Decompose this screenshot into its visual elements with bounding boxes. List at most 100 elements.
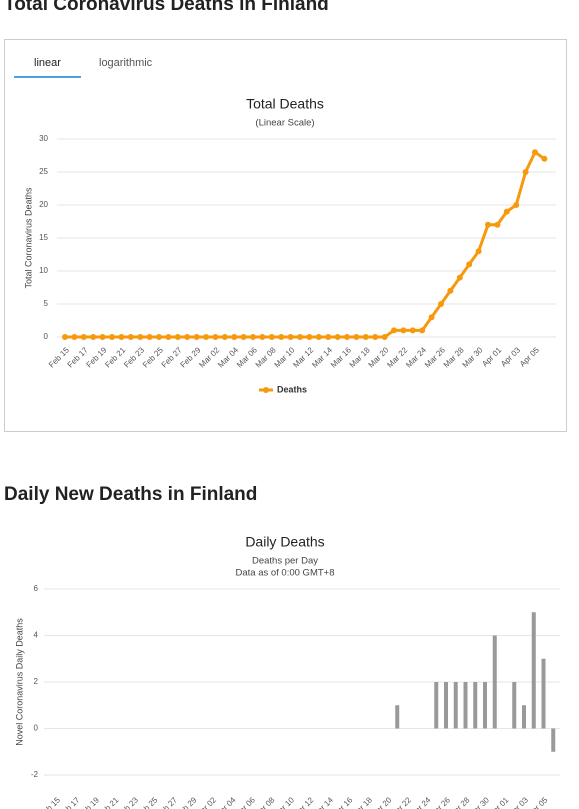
point: [80, 334, 87, 340]
section-heading: Daily New Deaths in Finland: [4, 484, 258, 505]
point: [419, 327, 426, 334]
legend-swatch: [263, 387, 269, 393]
tab-linear[interactable]: linear: [14, 57, 81, 78]
bar: [483, 682, 487, 729]
point: [353, 334, 360, 340]
point: [203, 334, 209, 340]
point: [475, 248, 482, 255]
bar: [473, 682, 478, 729]
x-tick-label: Apr 03: [507, 795, 530, 809]
bar: [541, 658, 546, 729]
point: [494, 221, 501, 228]
bar: [522, 705, 526, 729]
point: [522, 169, 529, 175]
point: [259, 334, 266, 340]
point: [165, 334, 172, 340]
x-tick-label: Apr 01: [487, 795, 510, 809]
point: [456, 274, 463, 281]
point: [212, 334, 219, 340]
point: [362, 334, 369, 340]
chart-subtitle: Deaths per Day: [252, 556, 318, 567]
point: [146, 334, 153, 340]
point: [62, 334, 68, 340]
point: [485, 221, 491, 228]
point: [391, 327, 397, 334]
point: [503, 208, 510, 215]
chart-panel: linear logarithmic: [4, 39, 567, 432]
point: [240, 334, 247, 340]
y-tick-label: 4: [34, 631, 39, 640]
bar: [434, 682, 439, 729]
line: [65, 149, 546, 339]
point: [156, 334, 162, 340]
point: [532, 149, 538, 156]
legend-label: Deaths: [277, 384, 307, 394]
bar: [453, 682, 458, 729]
point: [541, 155, 548, 162]
point: [409, 327, 416, 334]
y-tick-label: 30: [39, 134, 48, 143]
point: [231, 334, 238, 340]
bar: [463, 682, 468, 729]
y-tick-label: 5: [44, 299, 49, 308]
y-tick-label: 2: [34, 677, 39, 686]
page-title: Total Coronavirus Deaths in Finland: [4, 0, 329, 15]
point: [334, 334, 341, 340]
point: [372, 334, 379, 340]
point: [381, 334, 388, 340]
x-tick-label: Apr 03: [499, 345, 522, 368]
point: [344, 334, 350, 340]
point: [513, 202, 520, 208]
x-tick-label: Mar 30: [461, 345, 485, 369]
bar: [531, 612, 536, 729]
chart-note: Data as of 0:00 GMT+8: [235, 568, 334, 579]
point: [287, 334, 294, 340]
point: [428, 314, 435, 321]
bar: [512, 682, 517, 729]
point: [325, 334, 332, 340]
point: [466, 261, 473, 268]
y-tick-label: -2: [31, 770, 39, 779]
point: [109, 334, 115, 340]
bar: [395, 705, 400, 729]
y-tick-label: 20: [39, 200, 48, 209]
tab-logarithmic[interactable]: logarithmic: [99, 57, 153, 69]
bar: [492, 635, 497, 729]
point: [315, 334, 322, 340]
point: [268, 334, 275, 340]
point: [118, 334, 125, 340]
bar: [551, 728, 556, 752]
point: [250, 334, 256, 340]
x-tick-label: Apr 01: [480, 345, 503, 368]
x-tick-label: Apr 05: [526, 795, 549, 809]
bar: [444, 682, 448, 729]
point: [127, 334, 134, 340]
chart-title: Daily Deaths: [245, 534, 324, 550]
point: [221, 334, 228, 340]
point: [71, 334, 78, 340]
chart-subtitle: (Linear Scale): [255, 118, 314, 129]
point: [174, 334, 181, 340]
y-tick-label: 0: [44, 332, 49, 341]
y-tick-label: 15: [39, 233, 48, 242]
point: [184, 334, 191, 340]
point: [193, 334, 200, 340]
point: [99, 334, 106, 340]
y-tick-label: 0: [34, 724, 39, 733]
point: [137, 334, 144, 340]
y-tick-label: 10: [39, 266, 48, 275]
chart-title: Total Deaths: [246, 96, 324, 112]
y-tick-label: 6: [34, 584, 39, 593]
x-tick-label: Feb 15: [38, 795, 62, 809]
point: [447, 287, 454, 294]
point: [400, 327, 407, 334]
point: [278, 334, 285, 340]
point: [306, 334, 313, 340]
x-tick-label: Apr 05: [518, 345, 541, 368]
y-axis-title: Novel Coronavirus Daily Deaths: [14, 618, 24, 746]
point: [438, 301, 444, 307]
point: [297, 334, 303, 340]
point: [90, 334, 97, 340]
